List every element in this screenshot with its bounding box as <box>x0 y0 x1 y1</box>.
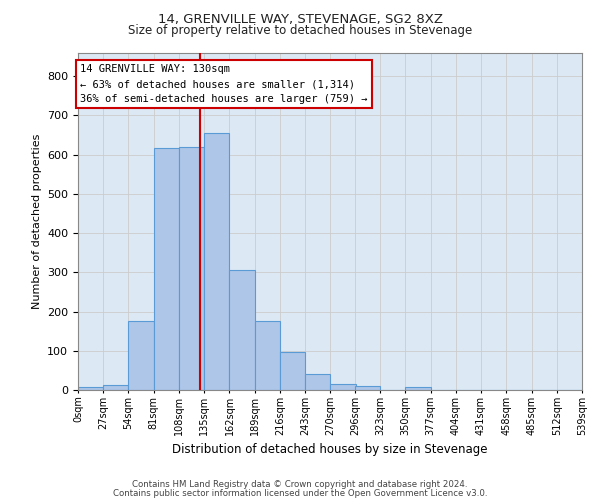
Bar <box>229 270 255 390</box>
X-axis label: Distribution of detached houses by size in Stevenage: Distribution of detached houses by size … <box>172 444 488 456</box>
Bar <box>154 148 179 390</box>
Bar <box>355 386 380 390</box>
Bar <box>255 322 280 390</box>
Bar <box>103 385 128 390</box>
Bar <box>204 133 229 390</box>
Text: 14 GRENVILLE WAY: 130sqm
← 63% of detached houses are smaller (1,314)
36% of sem: 14 GRENVILLE WAY: 130sqm ← 63% of detach… <box>80 64 367 104</box>
Y-axis label: Number of detached properties: Number of detached properties <box>32 134 41 309</box>
Bar <box>179 146 204 390</box>
Bar <box>280 352 305 390</box>
Text: Size of property relative to detached houses in Stevenage: Size of property relative to detached ho… <box>128 24 472 37</box>
Bar <box>128 322 154 390</box>
Bar <box>331 384 356 390</box>
Bar <box>305 374 331 390</box>
Text: Contains HM Land Registry data © Crown copyright and database right 2024.: Contains HM Land Registry data © Crown c… <box>132 480 468 489</box>
Bar <box>405 387 431 390</box>
Bar <box>78 387 103 390</box>
Text: 14, GRENVILLE WAY, STEVENAGE, SG2 8XZ: 14, GRENVILLE WAY, STEVENAGE, SG2 8XZ <box>157 12 443 26</box>
Text: Contains public sector information licensed under the Open Government Licence v3: Contains public sector information licen… <box>113 489 487 498</box>
